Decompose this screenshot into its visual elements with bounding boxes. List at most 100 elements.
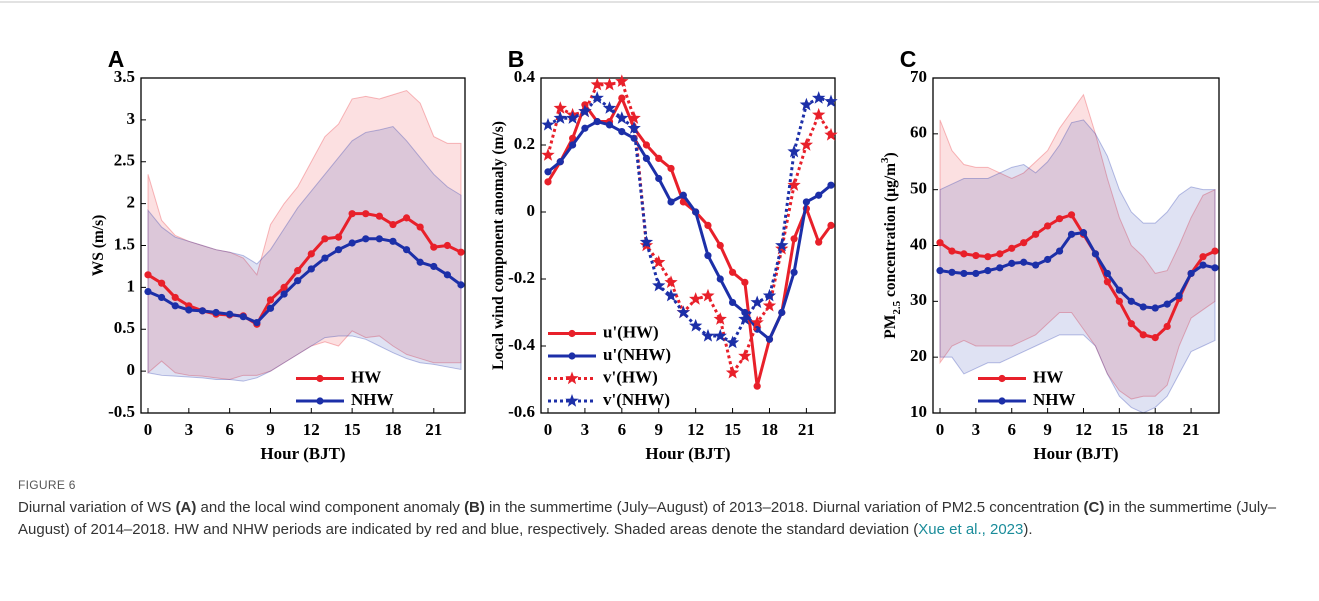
marker (996, 264, 1004, 272)
marker (652, 255, 666, 268)
legend-marker (998, 374, 1006, 383)
marker (294, 277, 302, 285)
marker (627, 121, 641, 134)
marker (602, 77, 617, 91)
marker (334, 233, 343, 241)
marker (321, 235, 329, 243)
marker (1008, 244, 1016, 252)
x-tick-label: 12 (303, 420, 320, 439)
legend-label: HW (351, 367, 381, 386)
marker (430, 243, 438, 251)
marker (171, 302, 179, 310)
marker (1020, 258, 1028, 266)
y-tick-label: 0 (127, 360, 136, 379)
caption-seg: (A) (175, 499, 197, 516)
marker (642, 154, 651, 162)
x-tick-label: 9 (266, 420, 275, 439)
x-axis-label: Hour (BJT) (260, 444, 345, 463)
series-line (546, 94, 833, 387)
marker (566, 111, 580, 124)
marker (960, 269, 968, 278)
marker (544, 178, 552, 186)
marker (713, 328, 727, 342)
marker (676, 305, 690, 319)
y-tick-label: -0.6 (508, 402, 535, 421)
x-axis-label: Hour (BJT) (1033, 444, 1118, 463)
marker (280, 290, 288, 298)
marker (541, 117, 555, 131)
legend-label: v'(HW) (603, 367, 658, 386)
std-band (939, 93, 1216, 400)
y-tick-label: 40 (910, 234, 927, 253)
marker (664, 288, 678, 302)
x-tick-label: 21 (1183, 420, 1200, 439)
panel-label: A (108, 46, 125, 72)
series-line (546, 79, 833, 377)
marker (578, 104, 592, 118)
y-tick-label: 0.4 (514, 67, 536, 86)
legend-label: u'(NHW) (603, 345, 671, 364)
marker (569, 141, 577, 149)
marker (775, 238, 789, 252)
marker (158, 279, 166, 287)
x-tick-label: 21 (425, 420, 442, 439)
caption-label: FIGURE 6 (18, 478, 76, 492)
marker (389, 237, 397, 245)
marker (738, 349, 752, 362)
marker (1044, 255, 1052, 264)
marker (443, 241, 451, 250)
marker (652, 278, 666, 292)
caption-seg: Diurnal variation of WS (18, 499, 176, 516)
x-tick-label: 15 (724, 420, 741, 439)
marker (1163, 300, 1171, 308)
y-tick-label: 30 (910, 290, 927, 309)
y-axis-label-part: WS (m/s) (90, 215, 107, 277)
marker (1020, 239, 1028, 247)
marker (362, 210, 370, 218)
legend-label: NHW (351, 390, 394, 409)
marker (639, 235, 654, 248)
marker (615, 74, 629, 87)
marker (158, 293, 166, 302)
x-tick-label: 12 (1075, 420, 1092, 439)
marker (627, 111, 641, 124)
x-tick-label: 3 (972, 420, 981, 439)
marker (827, 221, 835, 229)
marker (1187, 269, 1195, 278)
marker (416, 223, 424, 231)
caption-seg: in the summertime (July–August) of 2014–… (18, 499, 1277, 538)
marker (1032, 261, 1040, 269)
marker (185, 306, 193, 314)
marker (294, 267, 302, 275)
marker (1044, 222, 1052, 230)
y-axis-label-part: 3 (879, 157, 891, 163)
axes-box (540, 77, 836, 414)
marker (307, 250, 315, 258)
marker (266, 296, 275, 304)
legend-label: u'(HW) (603, 322, 659, 341)
x-tick-label: 18 (1147, 420, 1164, 439)
marker (430, 262, 438, 271)
marker (753, 382, 761, 390)
marker (725, 335, 740, 349)
legend-marker (565, 394, 579, 407)
marker (713, 312, 727, 325)
panel-label: B (508, 46, 525, 72)
legend-label: HW (1033, 367, 1063, 386)
marker (553, 111, 567, 124)
caption-ref[interactable]: Xue et al., 2023 (918, 521, 1024, 538)
x-tick-label: 6 (618, 420, 627, 439)
y-tick-label: 70 (910, 67, 927, 86)
marker (402, 214, 411, 222)
caption-seg: (B) (464, 499, 485, 516)
marker (226, 310, 234, 318)
y-tick-label: 50 (910, 179, 927, 198)
marker (1151, 304, 1159, 312)
y-tick-label: 3.5 (114, 67, 135, 86)
marker (1067, 211, 1076, 219)
x-tick-label: 0 (936, 420, 945, 439)
marker (1151, 334, 1159, 342)
x-tick-label: 15 (1111, 420, 1128, 439)
figure: -0.5 0 0.5 1 1.5 2 2.5 3 3.5 0 3 6 9 12 15 18 21 Hour (BJ… (0, 1, 1319, 463)
